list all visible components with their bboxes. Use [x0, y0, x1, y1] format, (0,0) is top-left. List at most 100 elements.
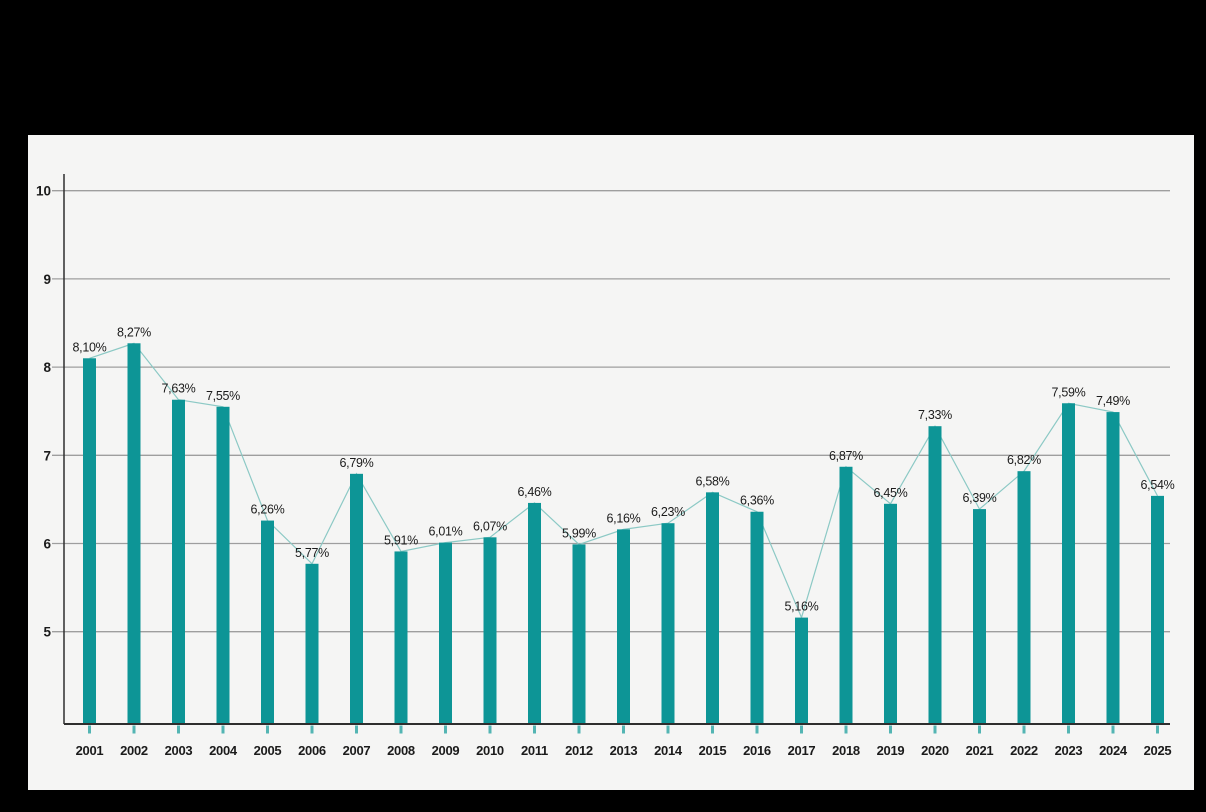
x-axis-year-label: 2018: [832, 743, 860, 758]
bar-baseline-tick: [533, 725, 536, 734]
x-axis-year-label: 2007: [343, 743, 371, 758]
bar-baseline-tick: [666, 725, 670, 734]
bar: [127, 343, 141, 724]
bar: [216, 406, 230, 724]
x-axis-year-label: 2022: [1010, 743, 1038, 758]
bar-value-label: 8,10%: [73, 340, 107, 354]
bar-baseline-tick: [978, 725, 981, 734]
x-axis-year-label: 2003: [165, 743, 193, 758]
bar-chart-svg: 10 9 8 7 6 5 8,10% 8,27% 7,63% 7,55% 6,26% 5,77% 6,7…: [36, 174, 1175, 758]
bar-baseline-tick: [889, 725, 892, 734]
bar-value-label: 6,26%: [251, 503, 285, 517]
x-axis-year-label: 2002: [120, 743, 148, 758]
bar: [1106, 412, 1120, 724]
bar-value-label: 8,27%: [117, 325, 151, 339]
bar-baseline-tick: [488, 725, 492, 734]
bar: [928, 426, 942, 724]
bar: [572, 544, 586, 724]
y-axis-tick-label: 7: [43, 448, 51, 463]
bar-value-label: 6,87%: [829, 449, 863, 463]
bar: [884, 503, 897, 724]
bar-value-label: 6,01%: [429, 525, 463, 539]
x-axis-year-label: 2004: [209, 743, 238, 758]
x-axis-year-label: 2008: [387, 743, 415, 758]
x-axis-year-label: 2020: [921, 743, 949, 758]
bar: [661, 523, 675, 724]
bar: [839, 466, 853, 724]
x-axis-year-label: 2015: [699, 743, 727, 758]
bar-baseline-tick: [88, 725, 91, 734]
bar-value-label: 7,49%: [1096, 394, 1130, 408]
x-axis-year-label: 2006: [298, 743, 326, 758]
y-axis-tick-label: 6: [43, 537, 51, 552]
bar-value-label: 5,16%: [785, 600, 819, 614]
y-axis-tick-label: 5: [43, 625, 51, 640]
bar-baseline-tick: [1156, 725, 1159, 734]
bar-baseline-tick: [711, 725, 714, 734]
bar: [706, 492, 719, 724]
bar-value-label: 7,63%: [162, 382, 196, 396]
y-axis-tick-label: 8: [43, 360, 51, 375]
bar-value-label: 6,82%: [1007, 453, 1041, 467]
chart-panel: 10 9 8 7 6 5 8,10% 8,27% 7,63% 7,55% 6,26% 5,77% 6,7…: [28, 135, 1194, 790]
x-axis-year-label: 2005: [254, 743, 282, 758]
x-axis-year-label: 2016: [743, 743, 771, 758]
bar-baseline-tick: [933, 725, 937, 734]
bar-value-label: 6,16%: [607, 511, 641, 525]
bar-baseline-tick: [177, 725, 180, 734]
bar-baseline-tick: [266, 725, 269, 734]
bar-baseline-tick: [844, 725, 848, 734]
bar: [439, 542, 452, 724]
bar-value-label: 6,39%: [963, 491, 997, 505]
bar: [261, 520, 274, 724]
x-axis-year-label: 2011: [521, 743, 548, 758]
x-axis-year-label: 2021: [966, 743, 994, 758]
x-axis-year-label: 2019: [877, 743, 905, 758]
x-axis-year-label: 2024: [1099, 743, 1128, 758]
bar-value-label: 6,54%: [1141, 478, 1175, 492]
bar-baseline-tick: [1111, 725, 1115, 734]
bar-value-label: 6,07%: [473, 519, 507, 533]
bar: [483, 537, 497, 724]
bar: [350, 473, 363, 724]
x-axis-year-label: 2009: [432, 743, 460, 758]
bar-baseline-tick: [399, 725, 403, 734]
bar-baseline-tick: [800, 725, 803, 734]
bar: [795, 617, 808, 724]
bar-value-label: 7,33%: [918, 408, 952, 422]
x-axis-year-label: 2012: [565, 743, 593, 758]
bar: [528, 502, 541, 724]
bar-baseline-tick: [577, 725, 581, 734]
bar-baseline-tick: [1022, 725, 1026, 734]
bar-value-label: 7,59%: [1052, 385, 1086, 399]
bar-baseline-tick: [444, 725, 447, 734]
bar-baseline-tick: [310, 725, 314, 734]
bar-baseline-tick: [1067, 725, 1070, 734]
bar: [973, 509, 986, 724]
bar: [305, 563, 319, 724]
x-axis-year-label: 2017: [788, 743, 816, 758]
bar: [172, 399, 185, 724]
bar: [1151, 495, 1164, 724]
bar-value-label: 6,58%: [696, 474, 730, 488]
x-axis-year-label: 2025: [1144, 743, 1172, 758]
bar-value-label: 7,55%: [206, 389, 240, 403]
bar: [750, 511, 764, 724]
bar: [394, 551, 408, 724]
bar-value-label: 5,91%: [384, 533, 418, 547]
bar-value-label: 5,77%: [295, 546, 329, 560]
bar-value-label: 6,45%: [874, 486, 908, 500]
bar: [617, 529, 630, 724]
bar: [1062, 403, 1075, 724]
bar: [1017, 471, 1031, 724]
x-axis-year-label: 2010: [476, 743, 504, 758]
bar-value-label: 6,46%: [518, 485, 552, 499]
x-axis-year-label: 2014: [654, 743, 683, 758]
bar-baseline-tick: [355, 725, 358, 734]
x-axis-year-label: 2013: [610, 743, 638, 758]
y-axis-tick-label: 10: [36, 184, 51, 199]
x-axis-year-label: 2001: [76, 743, 104, 758]
bar-baseline-tick: [132, 725, 136, 734]
bar-baseline-tick: [221, 725, 225, 734]
